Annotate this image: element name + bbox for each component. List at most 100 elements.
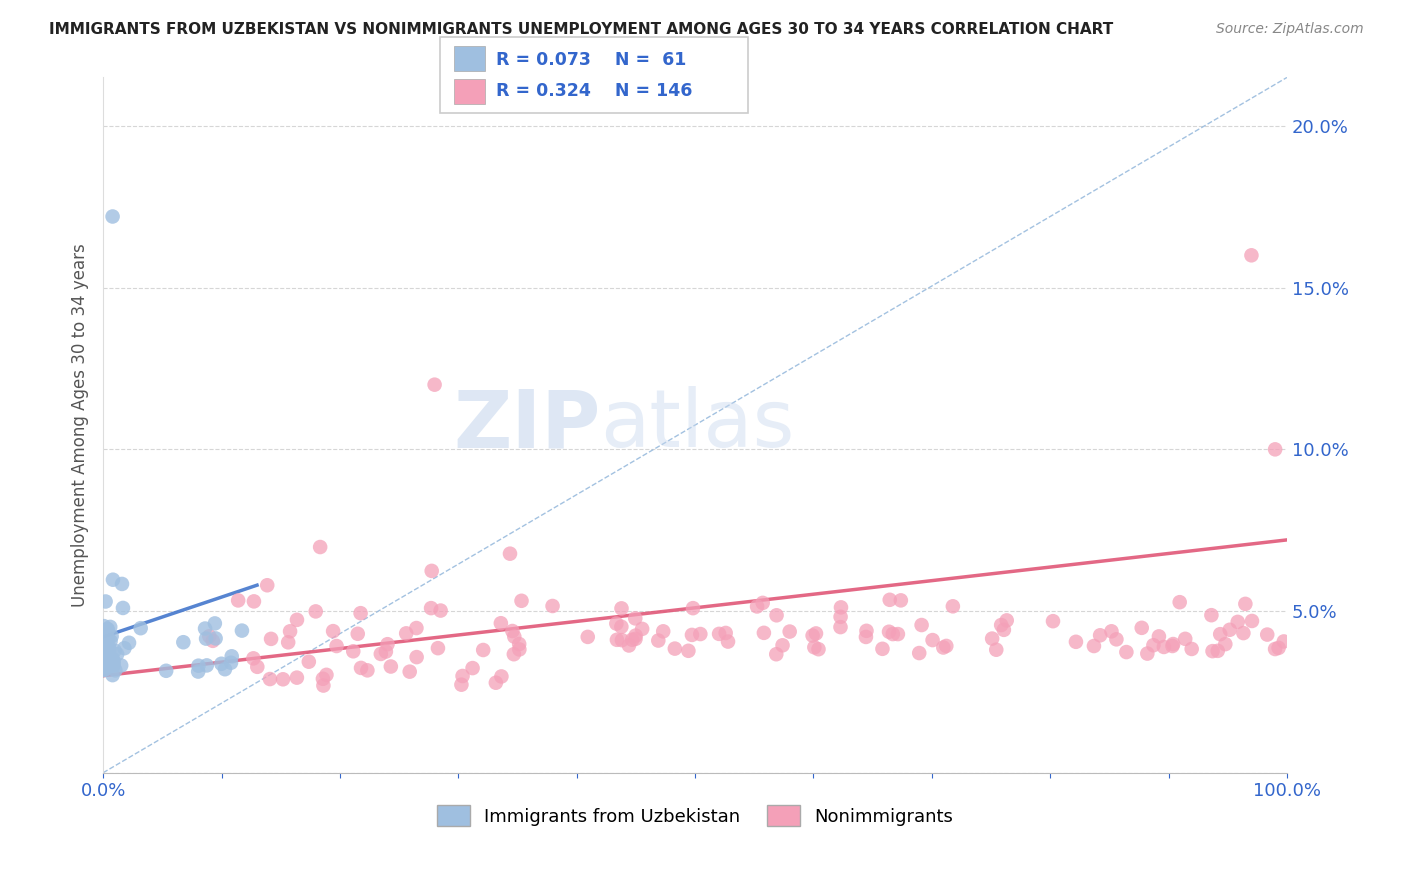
Point bbox=[312, 672, 335, 686]
Point bbox=[101, 653, 124, 667]
Point bbox=[664, 641, 686, 656]
Point bbox=[96, 622, 118, 636]
Point bbox=[187, 665, 209, 679]
Point bbox=[405, 650, 427, 665]
Point bbox=[97, 655, 120, 669]
Point bbox=[298, 655, 321, 669]
Point bbox=[1272, 634, 1295, 648]
Point bbox=[350, 661, 373, 675]
Point bbox=[610, 601, 633, 615]
Point bbox=[226, 593, 249, 607]
Point bbox=[779, 624, 801, 639]
Point bbox=[325, 639, 347, 653]
Point bbox=[501, 624, 523, 638]
Point bbox=[1201, 608, 1223, 623]
Point bbox=[105, 647, 128, 661]
Point bbox=[681, 628, 703, 642]
Point bbox=[472, 643, 495, 657]
Point bbox=[93, 624, 115, 639]
Point bbox=[96, 648, 118, 662]
Point bbox=[499, 547, 522, 561]
Point bbox=[1168, 595, 1191, 609]
Point bbox=[503, 630, 526, 644]
Point bbox=[714, 626, 737, 640]
Point bbox=[935, 639, 957, 653]
Point bbox=[510, 594, 533, 608]
Point bbox=[221, 649, 243, 664]
Point bbox=[101, 210, 124, 224]
Point bbox=[322, 624, 344, 639]
Point bbox=[285, 613, 308, 627]
Point bbox=[112, 641, 135, 656]
Point bbox=[91, 660, 114, 674]
Point bbox=[256, 578, 278, 592]
Point bbox=[508, 642, 530, 657]
Point bbox=[1226, 615, 1249, 629]
Point bbox=[101, 658, 124, 673]
Text: atlas: atlas bbox=[600, 386, 794, 464]
Point bbox=[349, 606, 371, 620]
Point bbox=[981, 632, 1004, 646]
Point bbox=[93, 619, 115, 633]
Point bbox=[576, 630, 599, 644]
Point bbox=[610, 633, 633, 648]
Point bbox=[94, 594, 117, 608]
Point bbox=[342, 644, 364, 658]
Point bbox=[278, 624, 301, 639]
Point bbox=[426, 641, 449, 656]
Point bbox=[830, 609, 852, 624]
Point bbox=[103, 655, 125, 669]
Point bbox=[312, 679, 335, 693]
Legend: Immigrants from Uzbekistan, Nonimmigrants: Immigrants from Uzbekistan, Nonimmigrant… bbox=[430, 798, 960, 833]
Text: ZIP: ZIP bbox=[453, 386, 600, 464]
Point bbox=[1088, 628, 1111, 642]
Point bbox=[309, 540, 332, 554]
Point bbox=[830, 620, 852, 634]
Point bbox=[1174, 632, 1197, 646]
Point bbox=[772, 638, 794, 652]
Point bbox=[374, 644, 396, 658]
Point bbox=[717, 634, 740, 648]
Point bbox=[104, 664, 127, 678]
Point bbox=[271, 673, 294, 687]
Point bbox=[1240, 248, 1263, 262]
Point bbox=[1083, 639, 1105, 653]
Point bbox=[855, 630, 877, 644]
Point bbox=[98, 650, 121, 665]
Point bbox=[405, 621, 427, 635]
Point bbox=[101, 652, 124, 666]
Point bbox=[751, 596, 773, 610]
Point bbox=[1130, 621, 1153, 635]
Point bbox=[429, 603, 451, 617]
Point bbox=[624, 629, 647, 643]
Point bbox=[855, 624, 877, 638]
Point bbox=[1267, 640, 1289, 655]
Point bbox=[1101, 624, 1123, 639]
Point bbox=[380, 659, 402, 673]
Point bbox=[921, 633, 943, 648]
Point bbox=[621, 632, 644, 647]
Point bbox=[195, 632, 218, 646]
Point bbox=[204, 632, 226, 646]
Point bbox=[315, 668, 337, 682]
Point bbox=[1201, 644, 1223, 658]
Point bbox=[97, 654, 120, 668]
Point bbox=[201, 633, 224, 648]
Point bbox=[118, 636, 141, 650]
Point bbox=[97, 640, 120, 654]
Point bbox=[1181, 642, 1204, 657]
Point bbox=[100, 629, 122, 643]
Point bbox=[752, 625, 775, 640]
Point bbox=[617, 639, 640, 653]
Point bbox=[1153, 640, 1175, 654]
Point bbox=[1256, 627, 1278, 641]
Point bbox=[1234, 597, 1257, 611]
Point bbox=[377, 637, 399, 651]
Point bbox=[1209, 627, 1232, 641]
Point bbox=[94, 650, 117, 665]
Point bbox=[1136, 647, 1159, 661]
Point bbox=[803, 640, 825, 655]
Point bbox=[461, 661, 484, 675]
Point bbox=[541, 599, 564, 613]
Point bbox=[172, 635, 194, 649]
